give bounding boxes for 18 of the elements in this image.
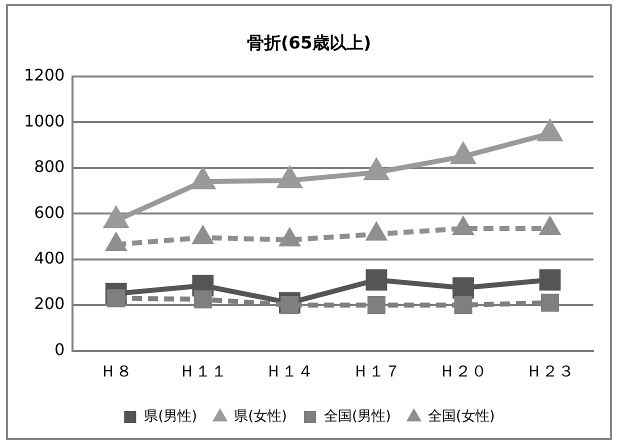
legend-label: 全国(女性) xyxy=(428,408,495,425)
x-tick-label: Ｈ１１ xyxy=(178,362,227,381)
y-tick-label: 1200 xyxy=(24,66,65,85)
y-tick-label: 400 xyxy=(34,248,65,268)
x-tick-label: Ｈ１７ xyxy=(352,362,400,381)
legend-label: 県(男性) xyxy=(144,408,198,425)
x-tick-label: Ｈ１４ xyxy=(266,362,314,381)
y-tick-label: 200 xyxy=(34,294,65,314)
x-tick-label: Ｈ２３ xyxy=(526,362,574,381)
x-tick-label: Ｈ２０ xyxy=(439,362,488,381)
legend-label: 全国(男性) xyxy=(324,408,391,425)
chart-title: 骨折(65歳以上) xyxy=(246,34,372,54)
y-tick-label: 0 xyxy=(54,340,65,359)
legend-label: 県(女性) xyxy=(234,408,288,425)
y-tick-label: 600 xyxy=(34,202,65,222)
y-tick-label: 1000 xyxy=(24,111,65,130)
y-tick-label: 800 xyxy=(34,157,65,176)
x-tick-label: Ｈ８ xyxy=(100,362,132,381)
